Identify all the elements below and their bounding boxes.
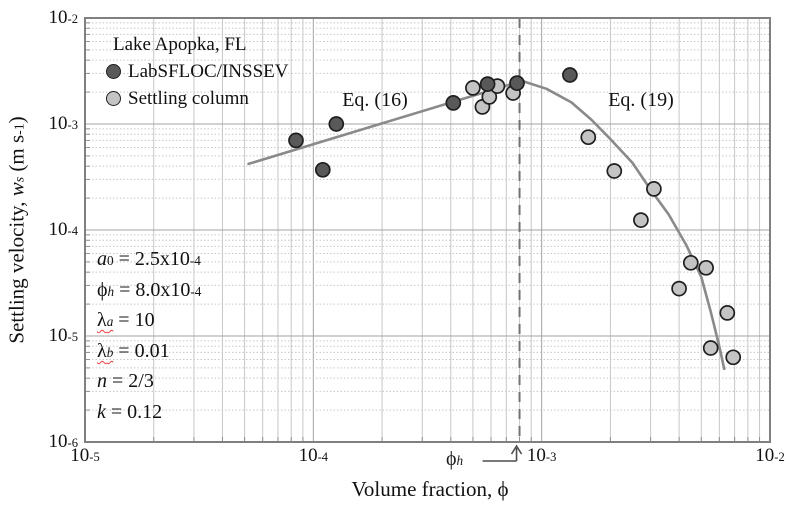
data-point	[465, 80, 481, 96]
data-point	[445, 95, 462, 111]
legend-title-row: Lake Apopka, FL	[106, 31, 288, 58]
data-point	[698, 259, 714, 276]
data-point	[314, 161, 331, 178]
data-point	[580, 129, 597, 146]
parameter-line: k = 0.12	[97, 400, 163, 423]
dark-circle-marker-icon	[106, 64, 121, 79]
light-circle-marker-icon	[106, 91, 121, 106]
y-tick-label: 10-2	[48, 7, 78, 28]
legend-item-settling-column: Settling column	[106, 85, 288, 112]
data-point	[479, 76, 496, 92]
parameter-line: a0 = 2.5x10-4	[97, 248, 201, 270]
parameter-line: λb = 0.01	[97, 339, 170, 362]
data-point	[606, 163, 623, 179]
data-point	[562, 67, 578, 83]
x-axis-title: Volume fraction, ϕ	[351, 477, 509, 501]
eq19-curve-label: Eq. (19)	[608, 89, 674, 111]
legend-item-labsfloc: LabSFLOC/INSSEV	[106, 58, 288, 85]
plot-border	[84, 17, 771, 443]
x-tick-label: 10-3	[526, 445, 557, 466]
data-point	[682, 254, 699, 271]
y-tick-label: 10-6	[48, 431, 78, 452]
data-point	[633, 212, 649, 228]
data-point	[509, 75, 525, 91]
model-parameters-block: a0 = 2.5x10-4 ϕh = 8.0x10-4 λa = 10 λb = 0.…	[97, 244, 201, 428]
x-tick-label: 10-2	[755, 445, 785, 466]
data-point	[328, 116, 345, 132]
y-tick-label: 10-3	[48, 113, 78, 134]
up-arrow-icon	[510, 444, 523, 455]
data-point	[288, 132, 304, 149]
y-tick-label: 10-5	[48, 325, 78, 346]
data-point	[671, 280, 687, 297]
legend-label: Settling column	[128, 87, 249, 109]
parameter-line: n = 2/3	[97, 370, 154, 393]
x-tick-label: 10-4	[298, 445, 329, 466]
eq16-curve-label: Eq. (16)	[342, 89, 408, 111]
x-tick-label: 10-5	[70, 445, 100, 466]
chart-title: Lake Apopka, FL	[113, 33, 247, 55]
legend: Lake Apopka, FL LabSFLOC/INSSEV Settling…	[106, 31, 288, 112]
data-point	[719, 305, 736, 321]
data-point	[646, 181, 662, 197]
data-point	[725, 349, 742, 366]
data-point	[702, 340, 719, 356]
legend-label: LabSFLOC/INSSEV	[128, 60, 289, 82]
phi-h-annotation-label: ϕh	[446, 448, 464, 470]
parameter-line: λa = 10	[97, 309, 155, 332]
parameter-line: ϕh = 8.0x10-4	[97, 278, 202, 301]
y-tick-label: 10-4	[48, 219, 78, 240]
